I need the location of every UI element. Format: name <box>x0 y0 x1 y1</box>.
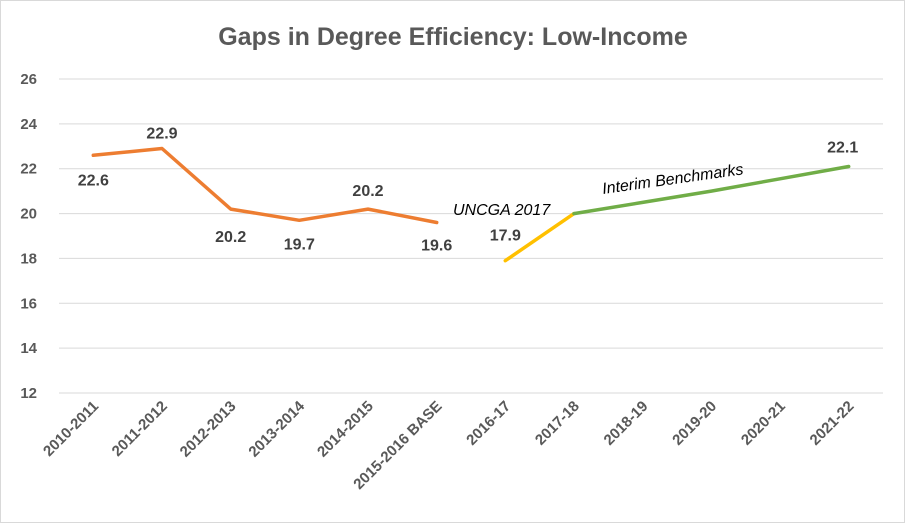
chart-title: Gaps in Degree Efficiency: Low-Income <box>218 23 688 51</box>
x-axis-ticks: 2010-2011 2011-2012 2012-2013 2013-2014 2014… <box>40 397 857 493</box>
x-tick-label: 2011-2012 <box>109 398 171 460</box>
x-tick-label: 2016-17 <box>463 398 514 449</box>
y-tick-label: 22 <box>20 161 37 178</box>
annotation-interim-benchmarks: Interim Benchmarks <box>601 161 744 198</box>
y-tick-label: 18 <box>20 250 37 267</box>
series-line-0 <box>91 146 439 225</box>
data-label: 17.9 <box>490 228 521 245</box>
y-tick-label: 20 <box>20 206 37 223</box>
y-tick-label: 14 <box>20 340 37 357</box>
x-tick-label: 2019-20 <box>669 398 720 449</box>
series-lines <box>91 146 851 263</box>
data-labels: 22.6 22.9 20.2 19.7 20.2 19.6 17.9 22.1 <box>78 126 859 255</box>
series-line-1 <box>503 211 576 263</box>
x-tick-label: 2013-2014 <box>245 397 308 460</box>
data-label: 20.2 <box>215 229 246 246</box>
x-tick-label: 2012-2013 <box>177 398 240 461</box>
data-label: 19.7 <box>284 236 315 253</box>
gridlines <box>59 78 883 394</box>
data-label: 22.9 <box>146 126 177 143</box>
x-tick-label: 2010-2011 <box>40 398 102 460</box>
x-tick-label: 2020-21 <box>738 398 789 449</box>
y-axis-ticks: 26 24 22 20 18 16 14 12 <box>20 71 37 402</box>
x-tick-label: 2017-18 <box>532 398 583 449</box>
data-label: 22.1 <box>827 139 858 156</box>
data-label: 20.2 <box>352 183 383 200</box>
y-tick-label: 12 <box>20 385 37 402</box>
y-tick-label: 16 <box>20 295 37 312</box>
x-tick-label: 2014-2015 <box>314 398 377 461</box>
y-tick-label: 24 <box>20 116 37 133</box>
data-label: 22.6 <box>78 172 109 189</box>
series-line-2 <box>572 164 851 216</box>
annotation-uncga-2017: UNCGA 2017 <box>453 202 551 219</box>
x-tick-label: 2018-19 <box>601 398 652 449</box>
x-tick-label: 2021-22 <box>807 398 858 449</box>
data-label: 19.6 <box>421 238 452 255</box>
y-tick-label: 26 <box>20 71 37 88</box>
